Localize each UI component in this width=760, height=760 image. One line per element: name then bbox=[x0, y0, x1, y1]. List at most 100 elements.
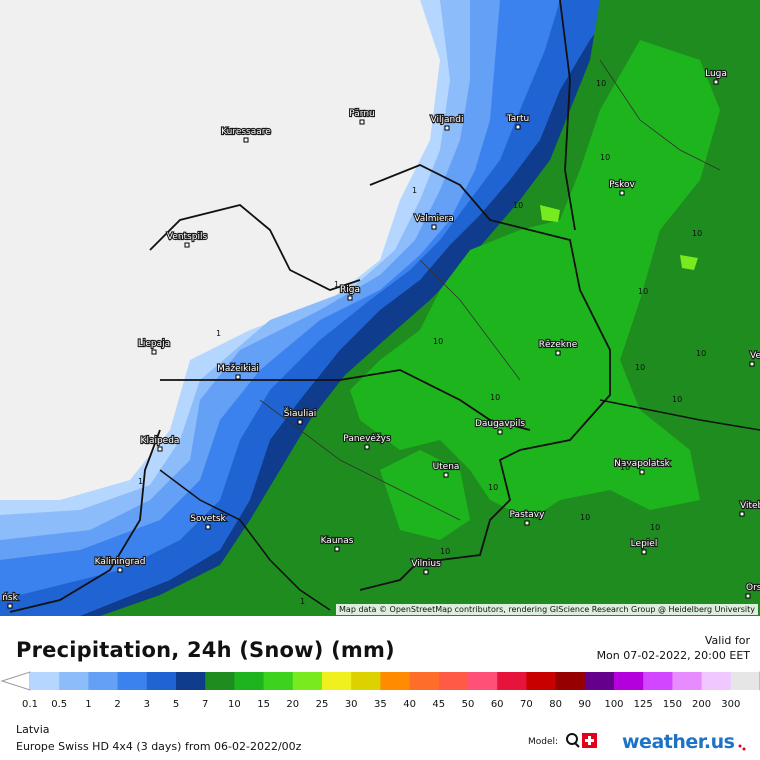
city-dot bbox=[497, 429, 503, 435]
valid-label: Valid for bbox=[704, 634, 750, 647]
legend-tick-label: 150 bbox=[662, 699, 682, 710]
city-label[interactable]: Pärnu bbox=[348, 108, 376, 120]
legend-tick-label: 3 bbox=[143, 699, 150, 710]
legend-swatch bbox=[380, 672, 411, 690]
city-label[interactable]: Mažeikiai bbox=[216, 363, 260, 375]
city-label[interactable]: ńsk bbox=[1, 592, 20, 604]
legend-tick-label: 7 bbox=[202, 699, 209, 710]
country-border-lv-ru-by bbox=[359, 164, 611, 591]
legend-swatch bbox=[555, 672, 586, 690]
contour-label: 10 bbox=[635, 363, 645, 372]
legend-swatch bbox=[409, 672, 440, 690]
precipitation-map[interactable]: Kuressaare Pärnu Viljandi Tartu Luga Pskov Val… bbox=[0, 0, 760, 616]
city-label[interactable]: Tartu bbox=[505, 113, 531, 125]
city-dot bbox=[364, 444, 370, 450]
legend-tick-label: 0.5 bbox=[51, 699, 68, 710]
city-label[interactable]: Orsh bbox=[745, 582, 760, 594]
legend-tick-label: 40 bbox=[403, 699, 416, 710]
city-label[interactable]: Sovetsk bbox=[189, 513, 228, 525]
city-label[interactable]: Velik bbox=[749, 350, 760, 362]
legend-tick-label: 100 bbox=[604, 699, 624, 710]
contour-label: 1 bbox=[334, 280, 339, 289]
contour-label: 10 bbox=[488, 483, 498, 492]
city-label[interactable]: Navapolatsk bbox=[613, 458, 672, 470]
city-dot bbox=[515, 124, 521, 130]
legend-tick-label: 90 bbox=[578, 699, 592, 710]
city-dot bbox=[117, 567, 123, 573]
brand-logo[interactable]: weather.us bbox=[622, 731, 735, 753]
city-label[interactable]: Vilnius bbox=[410, 558, 442, 570]
city-dot bbox=[641, 549, 647, 555]
city-label[interactable]: Rēzekne bbox=[538, 339, 579, 351]
legend-swatch bbox=[730, 672, 760, 690]
legend-swatch bbox=[205, 672, 235, 690]
contour-label: 10 bbox=[638, 287, 648, 296]
city-label[interactable]: Daugavpils bbox=[474, 418, 527, 430]
city-label[interactable]: Pastavy bbox=[508, 509, 546, 521]
legend-swatch bbox=[526, 672, 557, 690]
city-label[interactable]: Klaipeda bbox=[139, 435, 180, 447]
city-label[interactable]: Kaunas bbox=[319, 535, 354, 547]
contour-label: 10 bbox=[600, 153, 610, 162]
city-label[interactable]: Valmiera bbox=[413, 213, 455, 225]
region-border-2 bbox=[419, 259, 521, 381]
city-label[interactable]: Utena bbox=[431, 461, 460, 473]
legend-tick-label: 80 bbox=[549, 699, 562, 710]
city-dot bbox=[443, 472, 449, 478]
legend-swatch bbox=[701, 672, 732, 690]
legend-swatch bbox=[351, 672, 381, 690]
contour-label: 1 bbox=[216, 329, 221, 338]
city-label[interactable]: Lepiel bbox=[630, 538, 659, 550]
city-dot bbox=[157, 446, 163, 452]
legend-swatch bbox=[30, 672, 60, 690]
legend-swatch bbox=[117, 672, 148, 690]
city-dot bbox=[423, 569, 429, 575]
city-dot bbox=[184, 242, 190, 248]
city-dot bbox=[431, 224, 437, 230]
country-border-lt-ru bbox=[159, 469, 331, 611]
legend-swatch bbox=[88, 672, 119, 690]
city-label[interactable]: Pskov bbox=[608, 179, 637, 191]
city-dot bbox=[205, 524, 211, 530]
city-label[interactable]: Liepaja bbox=[137, 338, 171, 350]
city-dot bbox=[7, 603, 13, 609]
coastline-lt-ru bbox=[9, 429, 161, 613]
city-label[interactable]: Vitebsk bbox=[739, 500, 760, 512]
legend-swatch bbox=[263, 672, 294, 690]
contour-label: 1 bbox=[300, 597, 305, 606]
country-border-ru-by bbox=[599, 399, 760, 431]
city-label[interactable]: Ventspils bbox=[166, 231, 209, 243]
city-label[interactable]: Kaliningrad bbox=[93, 556, 146, 568]
map-canvas: Kuressaare Pärnu Viljandi Tartu Luga Pskov Val… bbox=[0, 0, 760, 616]
city-dot bbox=[347, 295, 353, 301]
legend-tick-label: 25 bbox=[315, 699, 329, 710]
valid-time: Mon 07-02-2022, 20:00 EET bbox=[596, 649, 750, 662]
legend-swatch bbox=[643, 672, 673, 690]
legend-swatch bbox=[176, 672, 206, 690]
region-border-3 bbox=[599, 59, 721, 171]
city-label[interactable]: Panevėžys bbox=[342, 433, 392, 445]
legend-tick-label: 50 bbox=[461, 699, 475, 710]
city-label[interactable]: Riga bbox=[339, 284, 361, 296]
contour-label: 10 bbox=[513, 201, 523, 210]
city-label[interactable]: Šiauliai bbox=[283, 406, 318, 420]
city-dot bbox=[745, 593, 751, 599]
city-dot bbox=[151, 349, 157, 355]
brand-dots-icon bbox=[737, 738, 747, 751]
legend-tick-label: 200 bbox=[692, 699, 712, 710]
city-label[interactable]: Luga bbox=[704, 68, 728, 80]
legend-tick-label: 5 bbox=[172, 699, 180, 710]
swiss-hd-logo-icon bbox=[564, 730, 598, 754]
city-dot bbox=[619, 190, 625, 196]
legend-swatch bbox=[146, 672, 177, 690]
contour-label: 1 bbox=[138, 477, 143, 486]
legend-tick-label: 0.1 bbox=[22, 699, 38, 710]
legend-swatch bbox=[584, 672, 615, 690]
contour-label: 10 bbox=[672, 395, 682, 404]
city-label[interactable]: Viljandi bbox=[429, 114, 464, 126]
country-border-ee-ru bbox=[559, 0, 576, 231]
legend-bar bbox=[0, 671, 760, 691]
model-run-label: Europe Swiss HD 4x4 (3 days) from 06-02-… bbox=[16, 740, 302, 753]
city-dot bbox=[739, 511, 745, 517]
city-label[interactable]: Kuressaare bbox=[220, 126, 272, 138]
